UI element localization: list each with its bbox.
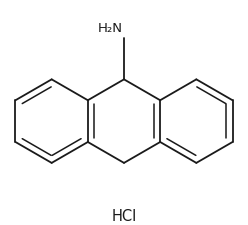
Text: HCl: HCl xyxy=(111,209,137,224)
Text: H₂N: H₂N xyxy=(98,22,123,35)
